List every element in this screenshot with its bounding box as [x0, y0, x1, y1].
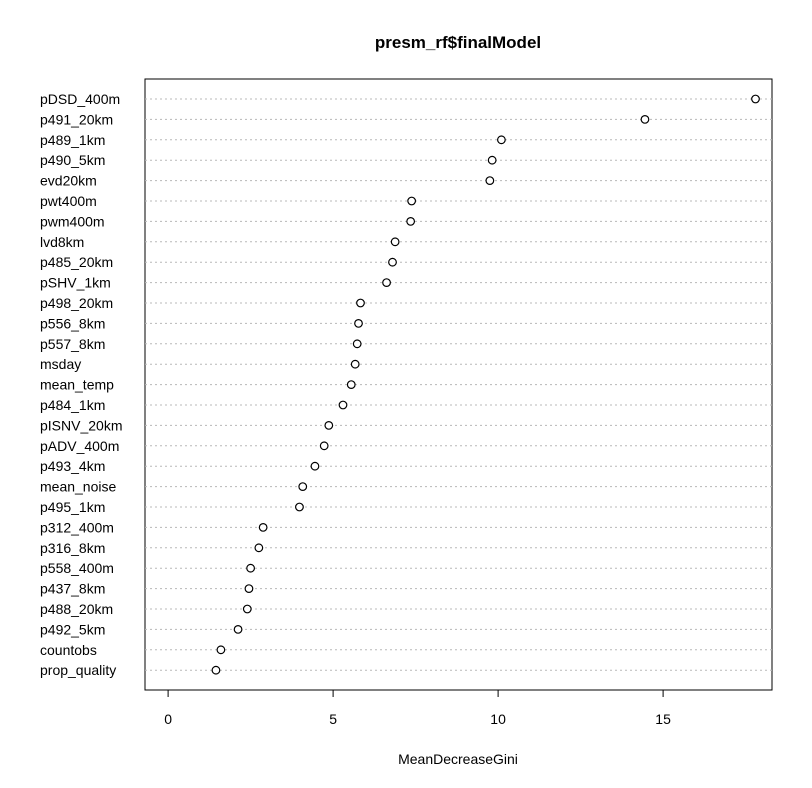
category-label: evd20km: [40, 173, 97, 189]
category-label: countobs: [40, 642, 97, 658]
x-axis: 0 5 10 15: [164, 689, 671, 727]
data-point: [310, 461, 320, 471]
category-label: pwm400m: [40, 213, 105, 229]
category-label: p485_20km: [40, 254, 113, 270]
category-label: mean_temp: [40, 377, 114, 393]
data-point: [407, 196, 417, 206]
category-label: p558_400m: [40, 560, 114, 576]
category-label: mean_noise: [40, 479, 116, 495]
category-label: p492_5km: [40, 621, 105, 637]
category-label: pDSD_400m: [40, 91, 120, 107]
category-label: p495_1km: [40, 499, 105, 515]
data-point: [487, 155, 497, 165]
grid-lines: [145, 98, 772, 671]
data-point: [254, 543, 264, 553]
category-label: p437_8km: [40, 581, 105, 597]
data-point: [258, 523, 268, 532]
data-point: [216, 645, 226, 655]
category-label: lvd8km: [40, 234, 84, 250]
category-label: p484_1km: [40, 397, 105, 413]
data-point: [319, 441, 329, 451]
data-point: [324, 421, 334, 430]
category-label: pISNV_20km: [40, 417, 122, 433]
data-point: [382, 278, 391, 288]
category-label: p490_5km: [40, 152, 105, 168]
x-tick-label: 10: [490, 711, 506, 727]
data-point: [298, 482, 308, 492]
chart-title: presm_rf$finalModel: [375, 33, 541, 52]
plot-frame: [144, 78, 773, 691]
data-point: [295, 502, 304, 512]
category-label: p488_20km: [40, 601, 113, 617]
data-point: [233, 625, 243, 634]
category-label: p489_1km: [40, 132, 105, 148]
x-axis-label: MeanDecreaseGini: [398, 751, 518, 767]
category-label: p556_8km: [40, 315, 105, 331]
data-point: [356, 298, 365, 308]
x-tick-label: 5: [329, 711, 337, 727]
category-label: p557_8km: [40, 336, 105, 352]
data-point: [485, 176, 495, 186]
data-point: [350, 359, 360, 369]
data-point: [244, 584, 254, 593]
data-point: [751, 94, 760, 104]
data-point: [242, 604, 252, 614]
data-point: [406, 216, 416, 226]
category-label: prop_quality: [40, 662, 116, 678]
data-point: [390, 237, 400, 247]
data-point: [346, 380, 356, 390]
data-point: [338, 400, 348, 410]
category-labels: pDSD_400m p491_20km p489_1km p490_5km evd20k…: [40, 91, 122, 678]
category-label: pADV_400m: [40, 438, 119, 454]
data-points: [211, 94, 760, 675]
x-tick-label: 0: [164, 711, 172, 727]
x-tick-label: 15: [655, 711, 671, 727]
data-point: [388, 257, 397, 267]
data-point: [246, 563, 256, 573]
data-point: [352, 339, 362, 349]
category-label: msday: [40, 356, 81, 372]
category-label: p316_8km: [40, 540, 105, 556]
category-label: p493_4km: [40, 458, 105, 474]
category-label: p491_20km: [40, 111, 113, 127]
category-label: p312_400m: [40, 519, 114, 535]
category-label: p498_20km: [40, 295, 113, 311]
data-point: [640, 114, 650, 124]
data-point: [497, 135, 506, 145]
data-point: [354, 319, 363, 328]
category-label: pSHV_1km: [40, 275, 111, 291]
category-label: pwt400m: [40, 193, 97, 209]
data-point: [211, 665, 221, 675]
